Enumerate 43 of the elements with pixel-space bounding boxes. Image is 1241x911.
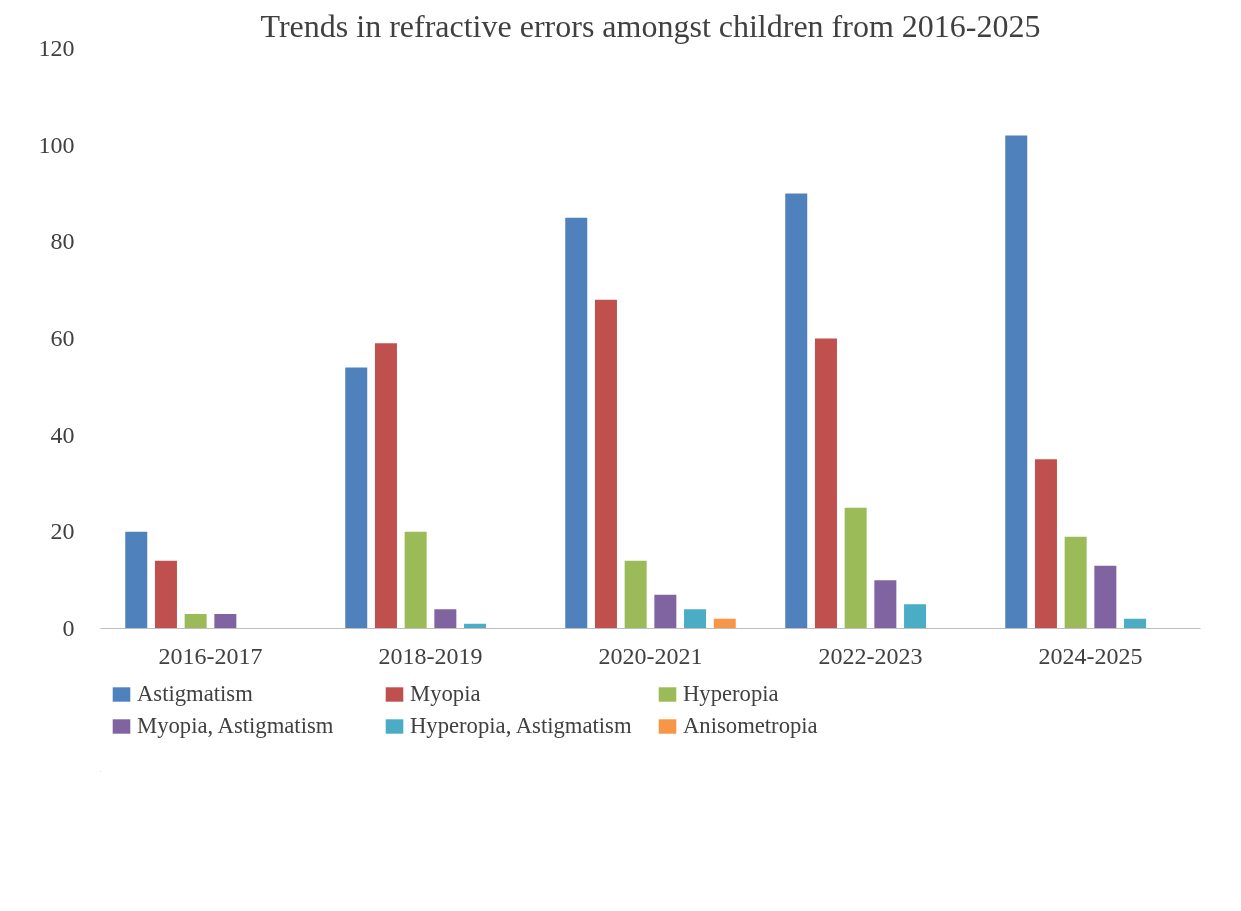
legend-label: Hyperopia, Astigmatism <box>410 713 633 739</box>
x-tick-label: 2018-2019 <box>378 642 483 669</box>
x-tick-label: 2016-2017 <box>158 642 263 669</box>
y-tick-label: 60 <box>50 325 75 351</box>
y-tick-label: 40 <box>50 421 75 448</box>
bar <box>904 604 927 629</box>
bar <box>713 618 736 629</box>
bar <box>154 560 177 629</box>
bar <box>785 193 808 629</box>
bar <box>1005 135 1028 629</box>
bar <box>565 217 588 629</box>
bar <box>404 531 427 629</box>
bar <box>184 614 207 629</box>
y-tick-label: 120 <box>38 35 75 61</box>
bar <box>874 580 897 629</box>
legend-label: Astigmatism <box>137 681 254 707</box>
y-tick-label: 100 <box>38 131 75 158</box>
bar <box>214 614 237 629</box>
bar <box>594 299 617 629</box>
x-tick-label: 2022-2023 <box>818 642 923 669</box>
bar <box>624 560 647 629</box>
legend-label: Hyperopia <box>683 681 780 707</box>
y-tick-label: 0 <box>62 615 75 641</box>
y-tick-label: 20 <box>50 518 75 545</box>
legend-label: Myopia, Astigmatism <box>137 713 335 739</box>
bar <box>1064 536 1087 629</box>
legend-label: Myopia <box>410 681 482 707</box>
bar <box>345 367 368 629</box>
x-tick-label: 2020-2021 <box>598 642 703 669</box>
bar <box>814 338 837 629</box>
legend-label: Anisometropia <box>683 713 819 739</box>
x-tick-label: 2024-2025 <box>1038 642 1143 669</box>
chart-title: Trends in refractive errors amongst children from 2016-2025 <box>260 7 1041 44</box>
bar <box>1094 565 1117 629</box>
bar <box>1034 459 1057 629</box>
bar <box>654 594 677 629</box>
bar <box>1124 618 1147 629</box>
bar <box>844 507 867 629</box>
bar <box>684 609 707 629</box>
bar <box>125 531 148 629</box>
bar <box>374 343 397 629</box>
bar <box>434 609 457 629</box>
y-tick-label: 80 <box>50 228 75 255</box>
